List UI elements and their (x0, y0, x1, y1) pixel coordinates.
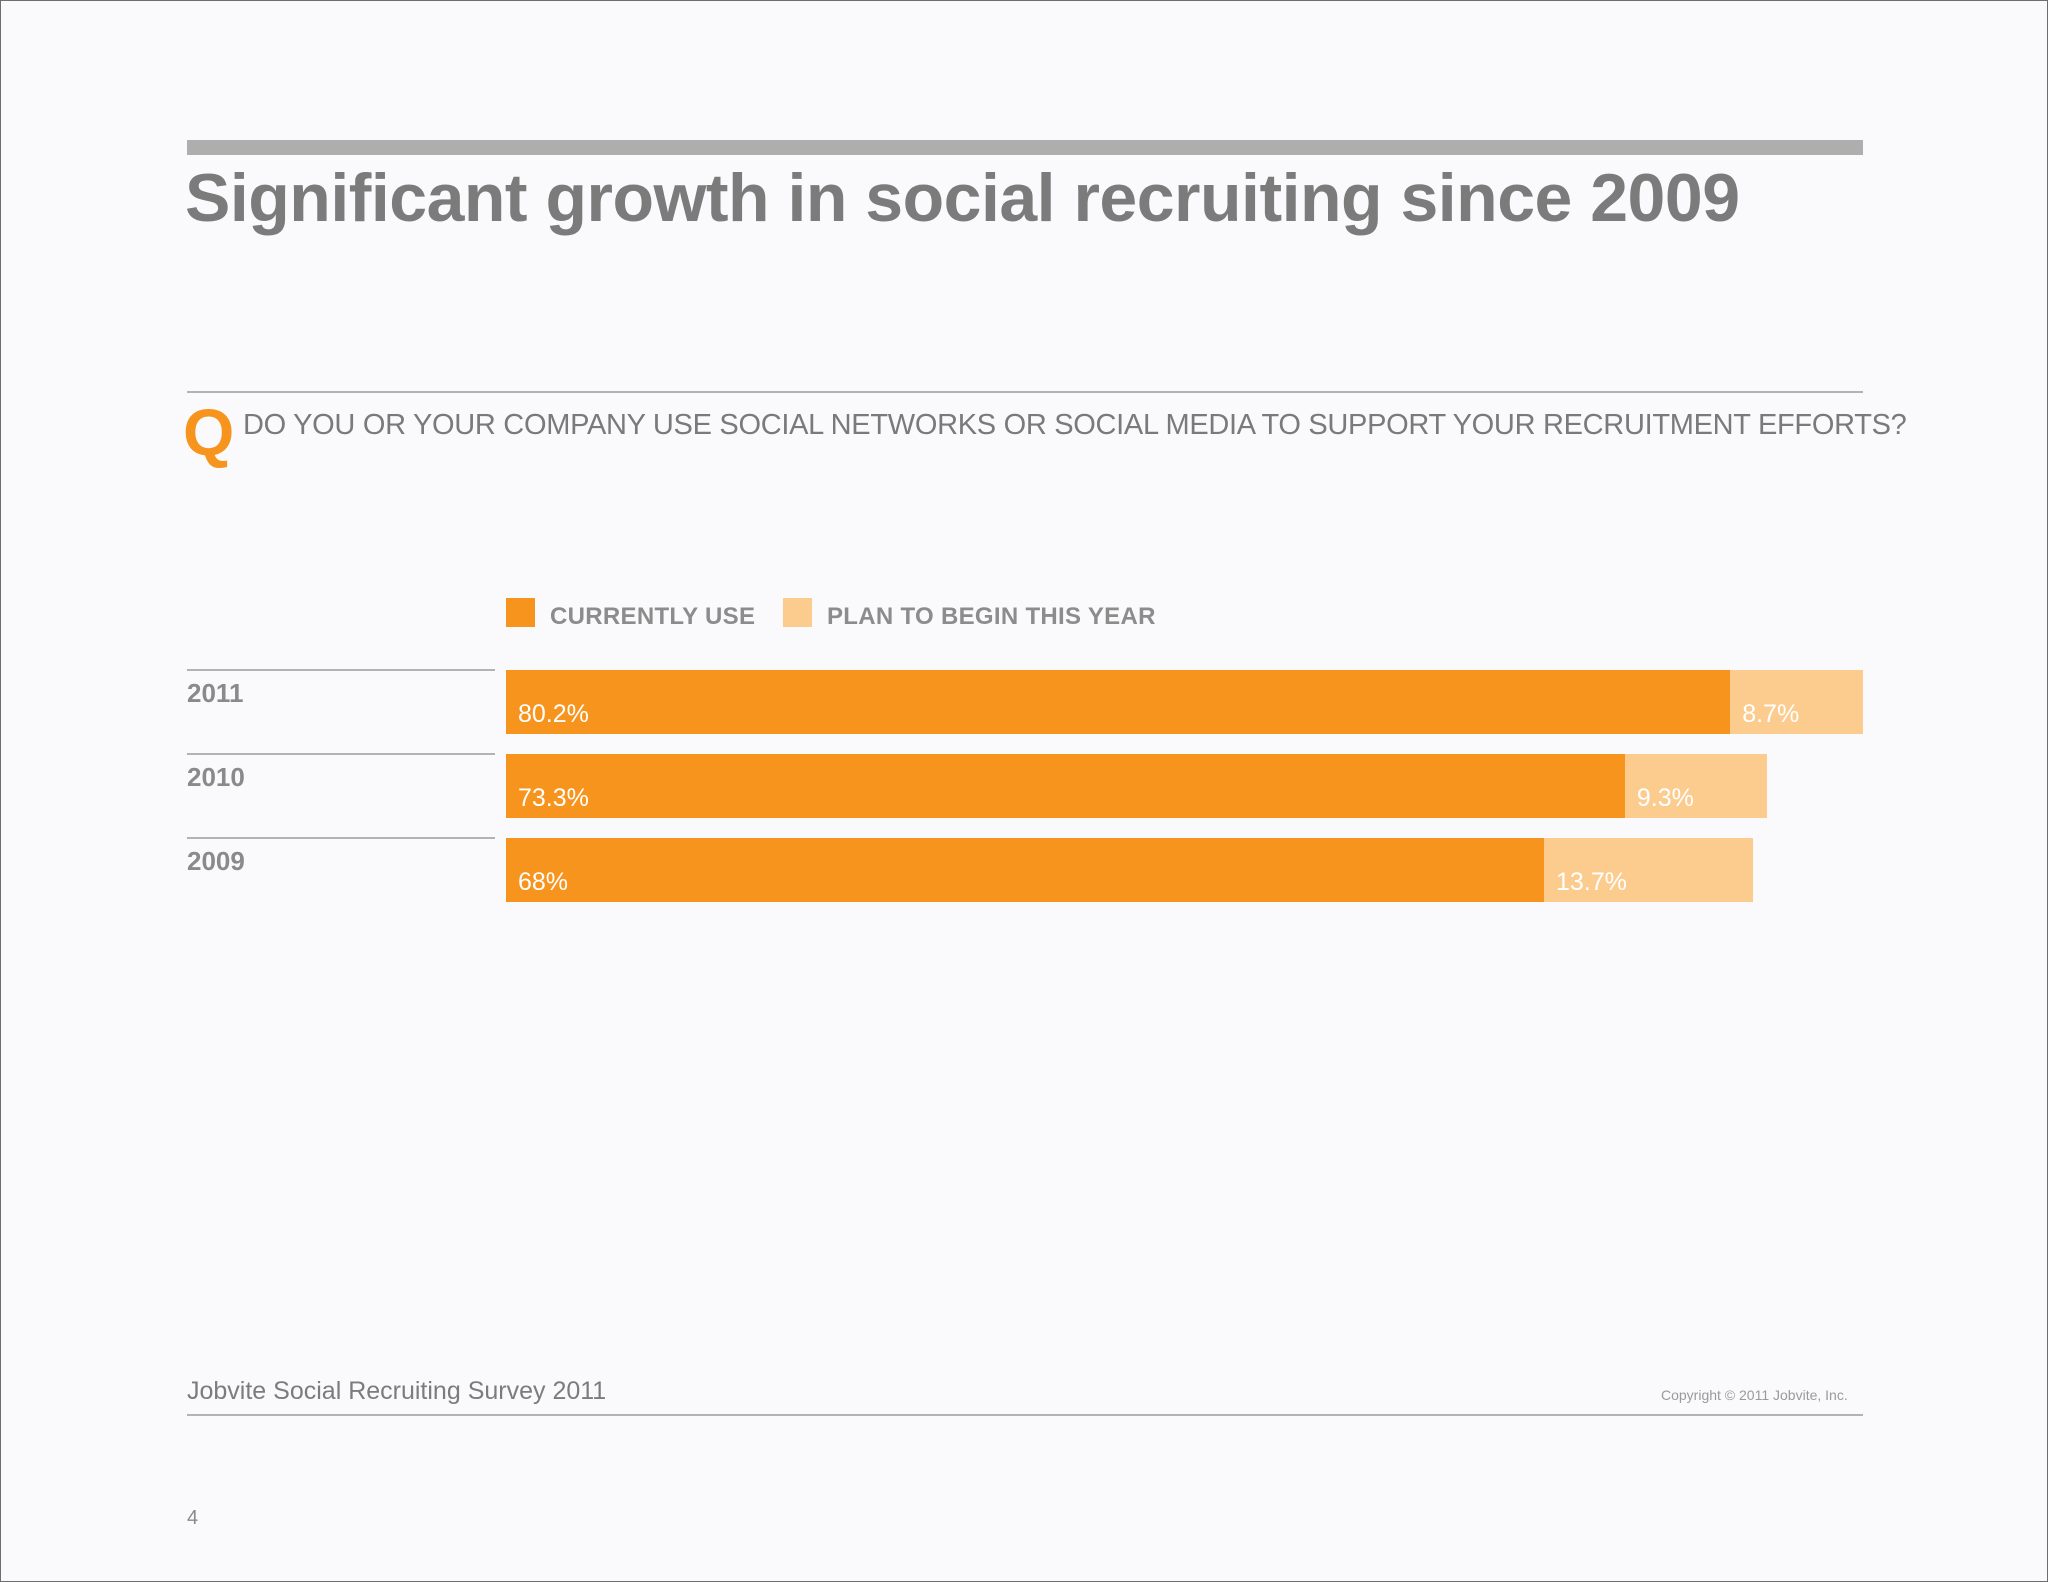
bar-currently-use (506, 670, 1731, 734)
question-marker: Q (183, 395, 235, 469)
category-label: 2011 (187, 678, 244, 708)
slide-title: Significant growth in social recruiting … (185, 160, 1740, 236)
question-divider (187, 391, 1863, 393)
category-divider (187, 753, 495, 755)
legend-label-1: CURRENTLY USE (550, 603, 756, 630)
footer-source: Jobvite Social Recruiting Survey 2011 (187, 1377, 607, 1405)
category-label: 2009 (187, 846, 245, 876)
bar-value-label: 13.7% (1555, 868, 1627, 896)
category-divider (187, 669, 495, 671)
bar-plan-to-begin (1730, 670, 1863, 734)
survey-question: DO YOU OR YOUR COMPANY USE SOCIAL NETWOR… (243, 409, 1907, 441)
page-number: 4 (187, 1507, 199, 1529)
footer-divider (187, 1414, 1863, 1416)
bar-value-label: 80.2% (518, 700, 589, 728)
category-label: 2010 (187, 762, 245, 792)
legend-swatch-1 (506, 598, 535, 627)
bar-plan-to-begin (1624, 754, 1767, 818)
bar-value-label: 68% (518, 868, 569, 896)
category-divider (187, 837, 495, 839)
bar-value-label: 73.3% (518, 784, 589, 812)
bar-currently-use (506, 754, 1625, 818)
bar-value-label: 8.7% (1742, 700, 1800, 728)
bar-plan-to-begin (1543, 838, 1754, 902)
title-accent-bar (187, 140, 1863, 155)
legend-label-2: PLAN TO BEGIN THIS YEAR (827, 603, 1156, 630)
bar-value-label: 9.3% (1636, 784, 1694, 812)
footer-copyright: Copyright © 2011 Jobvite, Inc. (1661, 1387, 1848, 1403)
legend-swatch-2 (783, 598, 812, 627)
bar-currently-use (506, 838, 1544, 902)
